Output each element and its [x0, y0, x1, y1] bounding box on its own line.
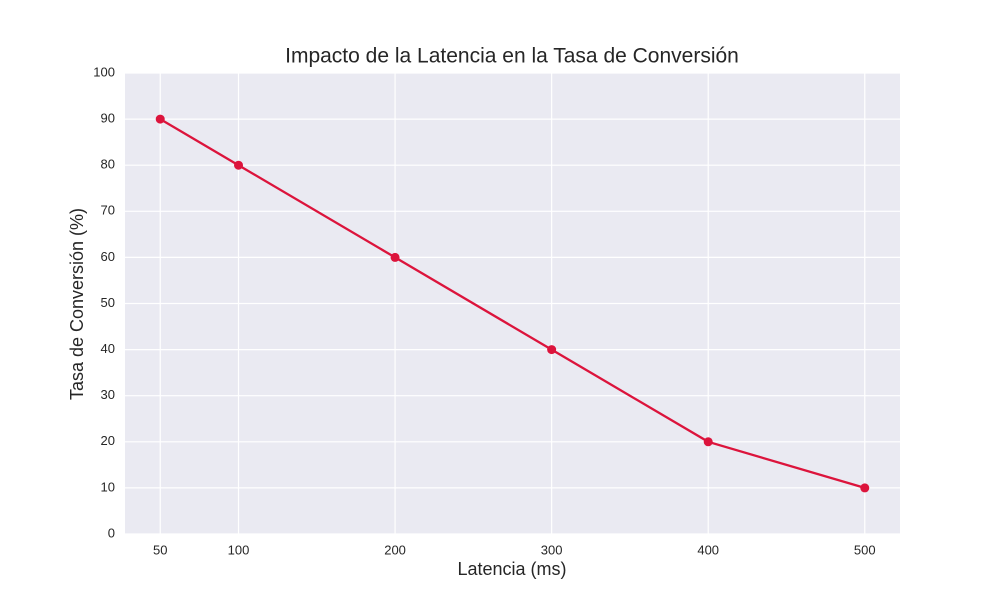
y-tick-label: 20	[101, 433, 115, 448]
marker	[390, 252, 400, 262]
y-tick-label: 10	[101, 479, 115, 494]
y-tick-label: 30	[101, 387, 115, 402]
y-axis-label: Tasa de Conversión (%)	[67, 208, 87, 400]
marker	[547, 345, 557, 355]
y-tick-label: 50	[101, 295, 115, 310]
x-tick-label: 50	[153, 542, 167, 557]
y-tick-label: 80	[101, 157, 115, 172]
marker	[155, 114, 165, 124]
y-tick-label: 100	[93, 64, 115, 79]
y-tick-label: 40	[101, 341, 115, 356]
chart-title: Impacto de la Latencia en la Tasa de Con…	[285, 45, 739, 68]
x-tick-label: 500	[854, 542, 876, 557]
x-axis-label: Latencia (ms)	[457, 559, 566, 579]
marker	[860, 483, 870, 493]
x-tick-label: 300	[541, 542, 563, 557]
y-tick-label: 60	[101, 249, 115, 264]
x-tick-label: 400	[697, 542, 719, 557]
x-tick-label: 200	[384, 542, 406, 557]
x-tick-label: 100	[228, 542, 250, 557]
line	[159, 118, 866, 490]
marker	[703, 437, 713, 447]
y-tick-label: 70	[101, 203, 115, 218]
marker	[234, 160, 244, 170]
y-tick-label: 0	[108, 525, 115, 540]
y-tick-label: 90	[101, 111, 115, 126]
